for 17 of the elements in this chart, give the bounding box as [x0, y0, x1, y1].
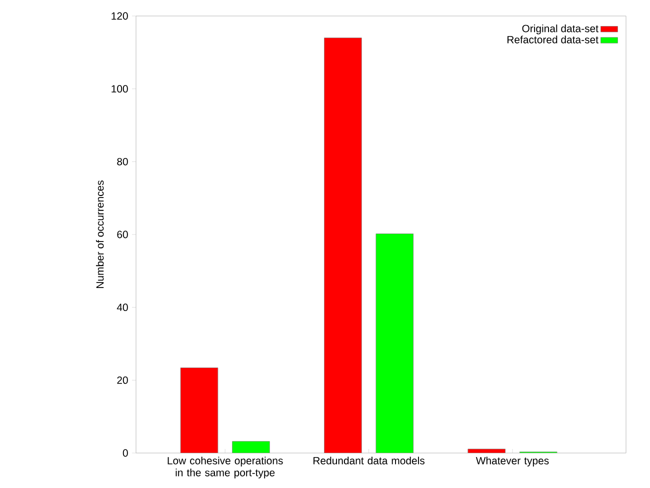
x-tick-label: Whatever types [476, 456, 549, 466]
y-axis-title: Number of occurrences [96, 180, 104, 288]
legend-label: Refactored data-set [508, 36, 598, 44]
x-tick-label: Redundant data models [314, 456, 424, 464]
y-tick-label: 60 [117, 230, 128, 238]
x-tick-label: Low cohesive operations in the same port-type [168, 456, 283, 478]
legend-label: Original data-set [522, 24, 598, 34]
y-tick-label: 80 [117, 158, 128, 166]
bar [232, 441, 270, 453]
y-tick-label: 0 [122, 449, 128, 457]
bar [324, 38, 362, 453]
y-tick-label: 40 [116, 304, 128, 312]
bar [180, 368, 218, 453]
y-tick-label: 20 [117, 376, 128, 384]
bar [376, 234, 414, 453]
y-tick-label: 120 [112, 12, 128, 20]
y-tick-label: 100 [112, 85, 128, 93]
